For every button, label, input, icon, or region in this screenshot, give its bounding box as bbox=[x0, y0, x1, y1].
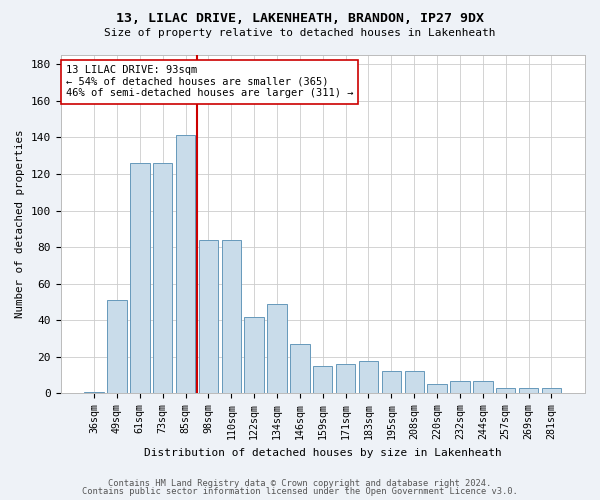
Bar bbox=[313, 366, 332, 394]
Bar bbox=[244, 316, 264, 394]
Bar bbox=[427, 384, 447, 394]
Bar bbox=[496, 388, 515, 394]
Bar bbox=[336, 364, 355, 394]
Bar bbox=[359, 360, 378, 394]
Bar bbox=[404, 372, 424, 394]
Bar bbox=[176, 136, 195, 394]
Text: 13 LILAC DRIVE: 93sqm
← 54% of detached houses are smaller (365)
46% of semi-det: 13 LILAC DRIVE: 93sqm ← 54% of detached … bbox=[66, 65, 353, 98]
Bar bbox=[199, 240, 218, 394]
Bar bbox=[382, 372, 401, 394]
Bar bbox=[450, 380, 470, 394]
Text: Contains public sector information licensed under the Open Government Licence v3: Contains public sector information licen… bbox=[82, 487, 518, 496]
Bar bbox=[221, 240, 241, 394]
Bar bbox=[85, 392, 104, 394]
Text: Contains HM Land Registry data © Crown copyright and database right 2024.: Contains HM Land Registry data © Crown c… bbox=[109, 478, 491, 488]
Bar bbox=[290, 344, 310, 394]
Bar bbox=[473, 380, 493, 394]
Bar bbox=[130, 163, 149, 394]
Bar bbox=[153, 163, 172, 394]
Text: Size of property relative to detached houses in Lakenheath: Size of property relative to detached ho… bbox=[104, 28, 496, 38]
X-axis label: Distribution of detached houses by size in Lakenheath: Distribution of detached houses by size … bbox=[144, 448, 502, 458]
Bar bbox=[519, 388, 538, 394]
Bar bbox=[107, 300, 127, 394]
Text: 13, LILAC DRIVE, LAKENHEATH, BRANDON, IP27 9DX: 13, LILAC DRIVE, LAKENHEATH, BRANDON, IP… bbox=[116, 12, 484, 26]
Bar bbox=[542, 388, 561, 394]
Y-axis label: Number of detached properties: Number of detached properties bbox=[15, 130, 25, 318]
Bar bbox=[268, 304, 287, 394]
